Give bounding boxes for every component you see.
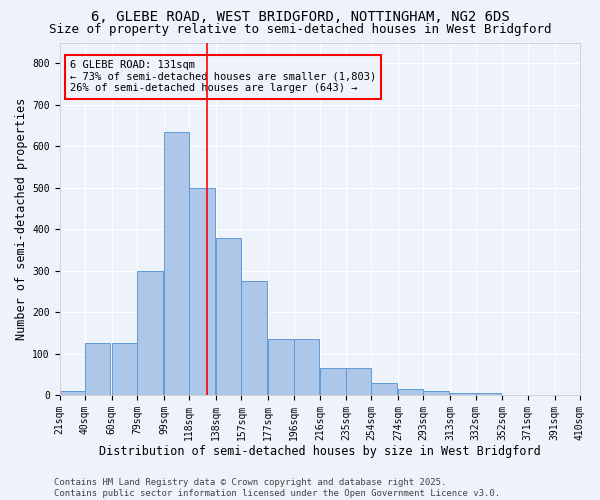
Bar: [450, 394, 476, 396]
Text: Contains HM Land Registry data © Crown copyright and database right 2025.
Contai: Contains HM Land Registry data © Crown c…: [54, 478, 500, 498]
Bar: [320, 368, 346, 396]
Bar: [293, 340, 319, 396]
Bar: [528, 394, 553, 396]
X-axis label: Distribution of semi-detached houses by size in West Bridgford: Distribution of semi-detached houses by …: [99, 444, 541, 458]
Bar: [190, 188, 215, 396]
Bar: [164, 132, 190, 396]
Bar: [112, 344, 137, 396]
Bar: [59, 391, 85, 396]
Bar: [424, 391, 449, 396]
Bar: [502, 394, 528, 396]
Bar: [85, 344, 110, 396]
Bar: [241, 281, 267, 396]
Bar: [476, 394, 501, 396]
Bar: [371, 383, 397, 396]
Bar: [137, 271, 163, 396]
Text: Size of property relative to semi-detached houses in West Bridgford: Size of property relative to semi-detach…: [49, 22, 551, 36]
Bar: [268, 340, 293, 396]
Text: 6 GLEBE ROAD: 131sqm
← 73% of semi-detached houses are smaller (1,803)
26% of se: 6 GLEBE ROAD: 131sqm ← 73% of semi-detac…: [70, 60, 376, 94]
Y-axis label: Number of semi-detached properties: Number of semi-detached properties: [15, 98, 28, 340]
Bar: [346, 368, 371, 396]
Bar: [216, 238, 241, 396]
Text: 6, GLEBE ROAD, WEST BRIDGFORD, NOTTINGHAM, NG2 6DS: 6, GLEBE ROAD, WEST BRIDGFORD, NOTTINGHA…: [91, 10, 509, 24]
Bar: [398, 389, 424, 396]
